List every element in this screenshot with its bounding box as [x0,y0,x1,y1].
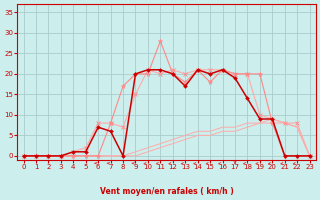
X-axis label: Vent moyen/en rafales ( km/h ): Vent moyen/en rafales ( km/h ) [100,187,234,196]
